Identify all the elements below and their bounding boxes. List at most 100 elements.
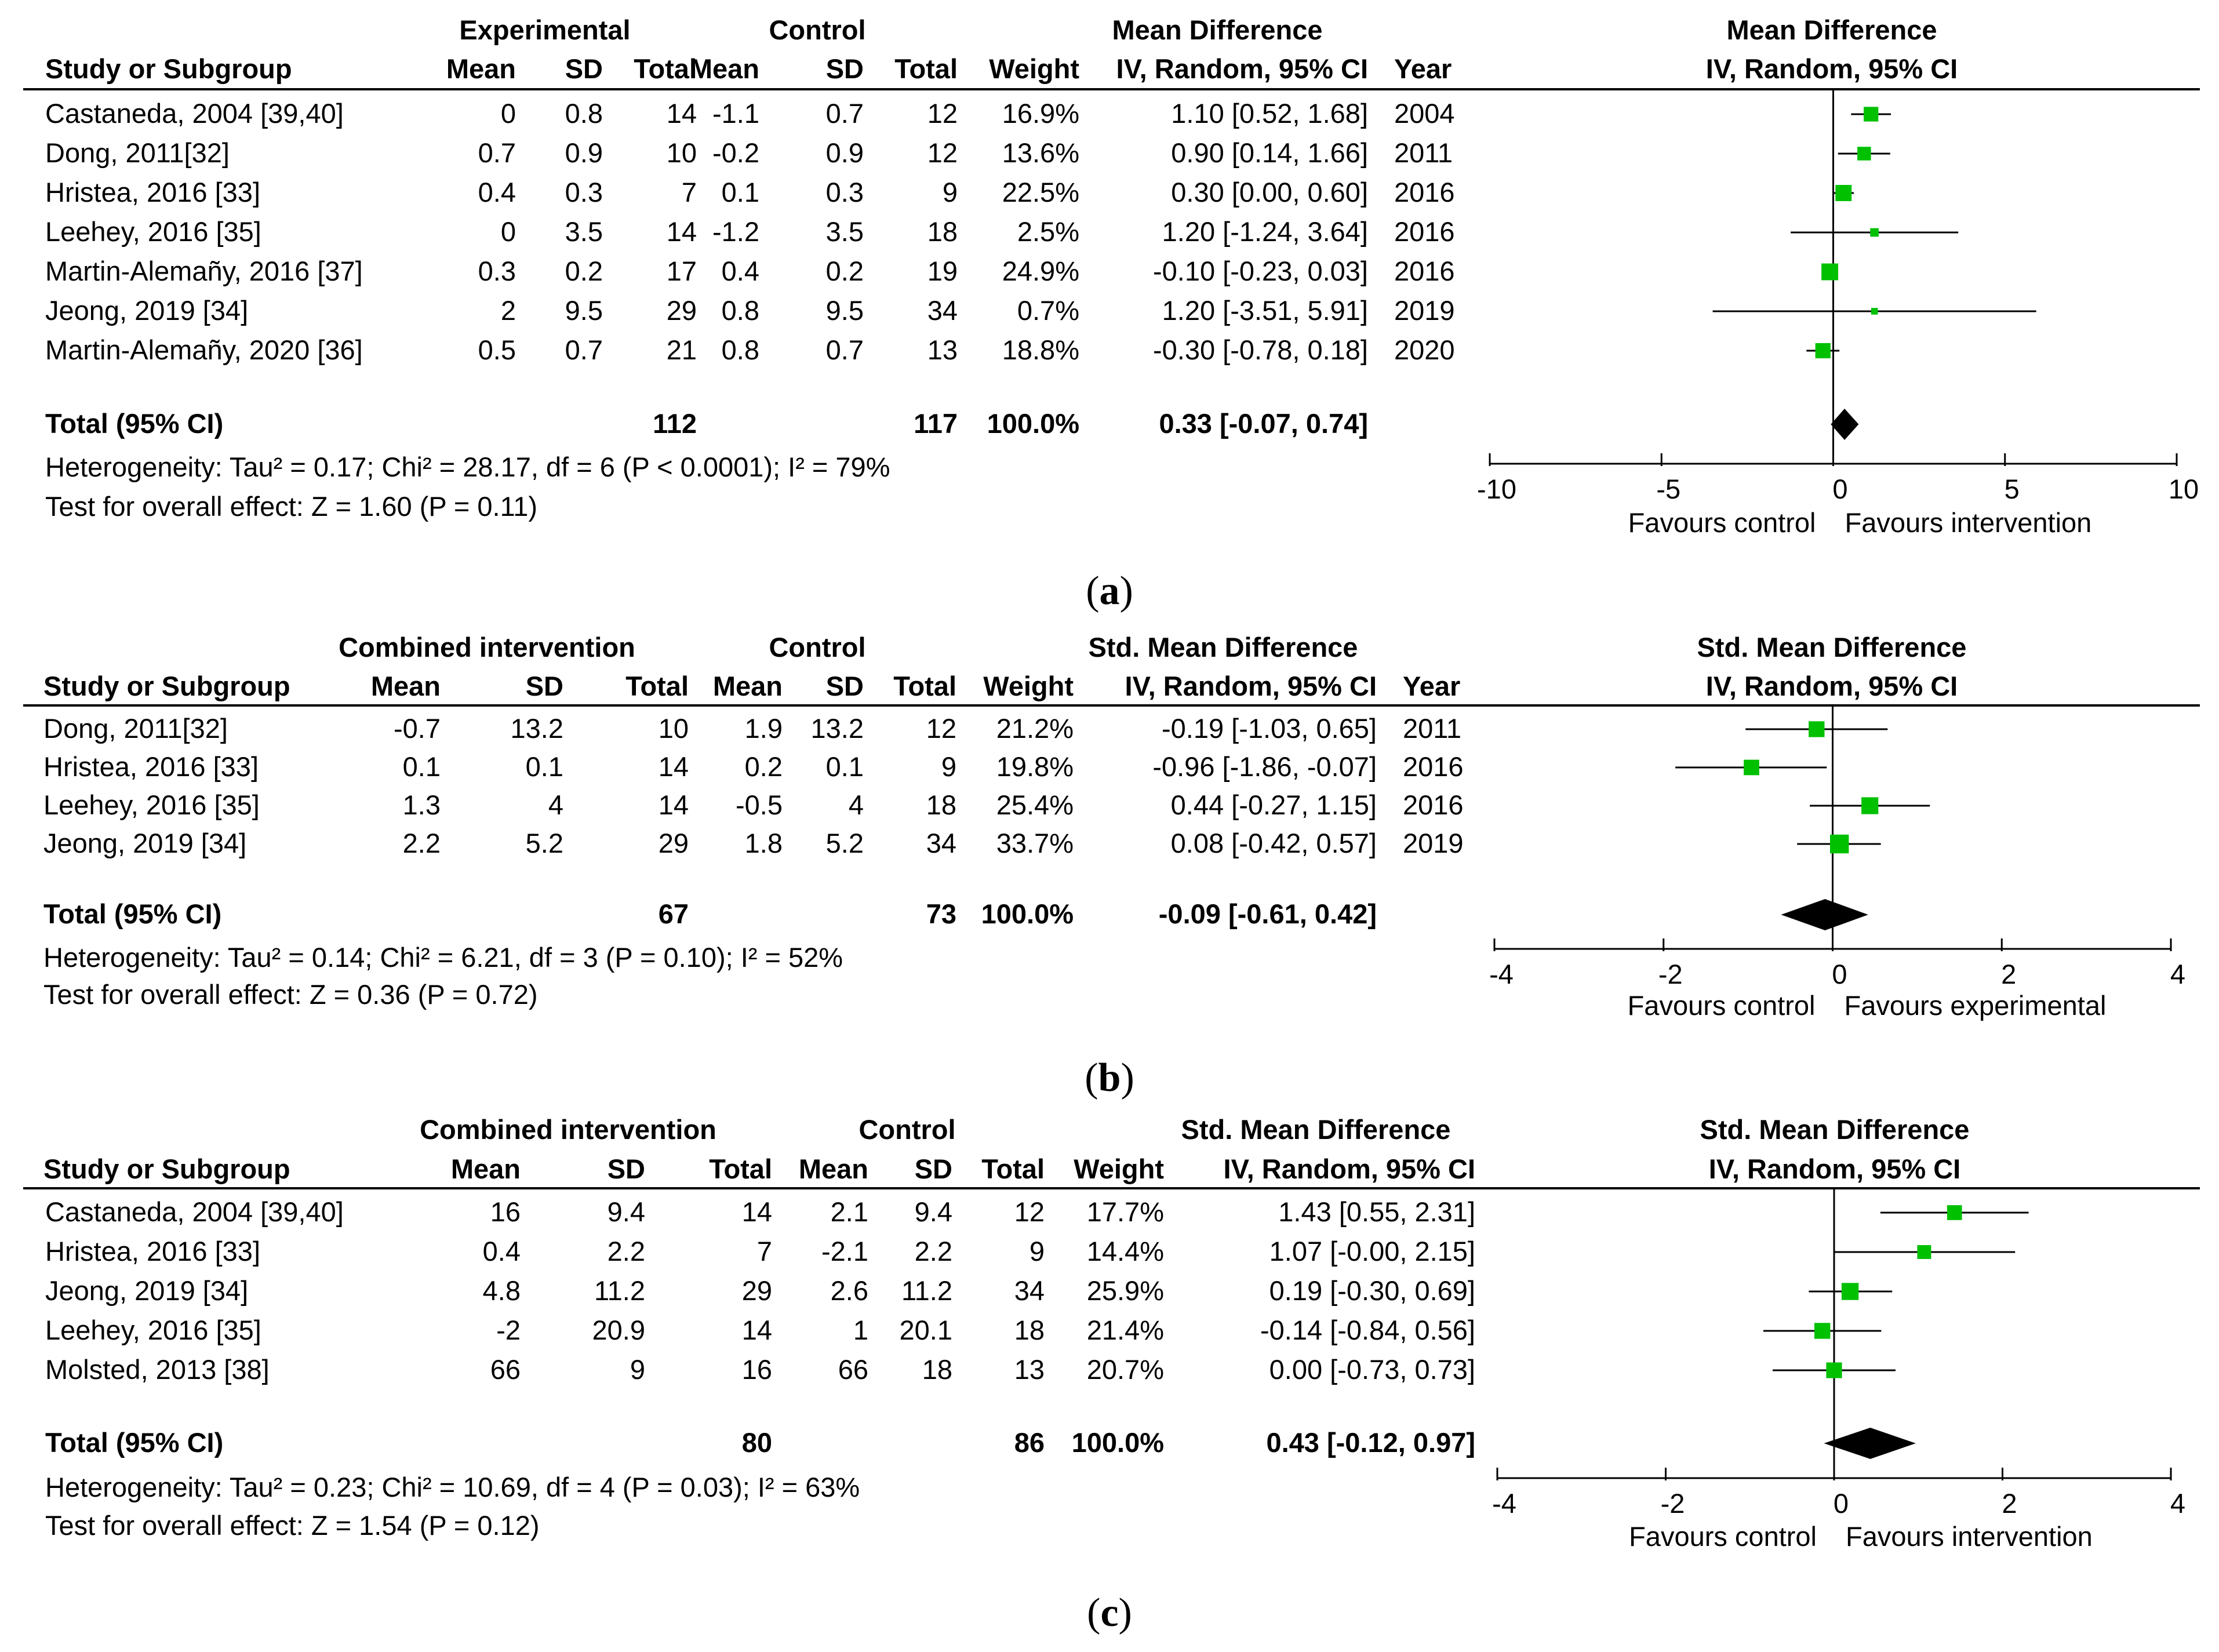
row-exp-total: 10: [658, 713, 689, 744]
row-ci: 1.10 [0.52, 1.68]: [1171, 98, 1368, 129]
row-exp-sd: 0.2: [565, 256, 603, 286]
row-ci: -0.10 [-0.23, 0.03]: [1152, 256, 1368, 286]
row-ctl-total: 34: [927, 295, 958, 326]
row-exp-sd: 4: [548, 789, 563, 820]
row-year: 2004: [1394, 98, 1455, 129]
effect-marker: [1870, 228, 1879, 237]
overall-effect: Test for overall effect: Z = 0.36 (P = 0…: [43, 979, 538, 1010]
row-ctl-sd: 0.9: [825, 137, 864, 168]
row-study: Leehey, 2016 [35]: [45, 216, 261, 247]
row-ctl-total: 19: [927, 256, 958, 286]
row-exp-mean: 0.1: [402, 751, 441, 782]
row-exp-mean: 0.4: [478, 177, 516, 208]
group-control: Control: [859, 1114, 956, 1145]
caption-b: (b): [1085, 1056, 1134, 1100]
row-ctl-sd: 9.4: [914, 1196, 952, 1227]
row-exp-total: 29: [658, 828, 689, 858]
pooled-diamond: [1781, 899, 1868, 930]
row-study: Castaneda, 2004 [39,40]: [45, 98, 344, 129]
header-ctl-total: Total: [893, 671, 956, 701]
row-study: Hristea, 2016 [33]: [45, 177, 260, 208]
header-rule: [23, 1187, 2200, 1189]
x-tick-label: -10: [1477, 474, 1516, 504]
row-ctl-mean: 66: [838, 1354, 868, 1385]
total-exp: 112: [653, 408, 697, 439]
favours-right-label: Favours intervention: [1845, 507, 2092, 538]
row-exp-sd: 5.2: [525, 828, 563, 858]
row-ctl-total: 12: [927, 98, 958, 129]
favours-right-label: Favours experimental: [1845, 990, 2107, 1021]
x-tick-label: 4: [2170, 1488, 2185, 1519]
header-rule: [23, 704, 2200, 707]
row-exp-total: 14: [741, 1196, 772, 1227]
row-study: Leehey, 2016 [35]: [45, 1315, 261, 1345]
row-ctl-mean: 0.4: [721, 256, 759, 286]
row-exp-sd: 3.5: [565, 216, 603, 247]
header-year: Year: [1403, 671, 1461, 701]
row-ctl-mean: 1.8: [744, 828, 783, 858]
group-plot: Std. Mean Difference: [1700, 1114, 1970, 1145]
total-weight: 100.0%: [1071, 1427, 1164, 1458]
row-weight: 19.8%: [996, 751, 1074, 782]
row-exp-sd: 0.1: [525, 751, 563, 782]
total-ci: -0.09 [-0.61, 0.42]: [1158, 898, 1377, 929]
panel-c: Combined intervention Control Std. Mean …: [0, 1104, 2219, 1652]
header-ctl-sd: SD: [825, 53, 864, 84]
x-tick-label: -4: [1489, 959, 1514, 989]
effect-marker: [1841, 1283, 1859, 1300]
row-ci: 0.19 [-0.30, 0.69]: [1269, 1275, 1475, 1306]
total-label: Total (95% CI): [45, 408, 224, 439]
header-exp-sd: SD: [565, 53, 603, 84]
row-ctl-total: 12: [1014, 1196, 1045, 1227]
x-tick-label: -5: [1656, 474, 1680, 504]
row-weight: 25.9%: [1086, 1275, 1164, 1306]
row-ci: 1.20 [-3.51, 5.91]: [1162, 295, 1368, 326]
group-control: Control: [769, 14, 866, 45]
row-ctl-total: 34: [926, 828, 956, 858]
pooled-diamond: [1831, 409, 1859, 440]
row-ctl-sd: 20.1: [899, 1315, 952, 1345]
effect-marker: [1917, 1245, 1931, 1259]
row-exp-total: 14: [658, 751, 689, 782]
row-ctl-sd: 0.3: [825, 177, 864, 208]
group-effect: Std. Mean Difference: [1181, 1114, 1451, 1145]
header-weight: Weight: [989, 53, 1079, 84]
row-ctl-mean: 2.6: [830, 1275, 868, 1306]
header-exp-total: Total: [709, 1154, 772, 1184]
header-study: Study or Subgroup: [45, 53, 292, 84]
row-exp-mean: 0.3: [478, 256, 516, 286]
effect-marker: [1815, 343, 1831, 359]
header-year: Year: [1394, 53, 1452, 84]
row-ctl-mean: -0.5: [736, 789, 783, 820]
row-exp-mean: 16: [490, 1196, 521, 1227]
row-exp-total: 7: [681, 177, 697, 208]
row-weight: 21.2%: [996, 713, 1074, 744]
header-exp-mean: Mean: [450, 1154, 521, 1184]
header-ci: IV, Random, 95% CI: [1125, 671, 1377, 701]
row-exp-total: 29: [666, 295, 697, 326]
row-study: Hristea, 2016 [33]: [45, 1236, 260, 1267]
row-exp-total: 29: [741, 1275, 772, 1306]
group-plot: Std. Mean Difference: [1697, 632, 1967, 663]
row-exp-sd: 9.5: [565, 295, 603, 326]
x-tick-label: 0: [1832, 959, 1847, 989]
effect-marker: [1871, 308, 1878, 315]
row-ctl-mean: 2.1: [830, 1196, 868, 1227]
row-exp-total: 14: [658, 789, 689, 820]
row-ctl-sd: 0.1: [825, 751, 864, 782]
group-effect: Mean Difference: [1112, 14, 1323, 45]
effect-marker: [1809, 721, 1825, 737]
row-exp-sd: 9.4: [607, 1196, 645, 1227]
row-ctl-sd: 4: [848, 789, 864, 820]
row-exp-sd: 0.9: [565, 137, 603, 168]
row-ctl-sd: 0.2: [825, 256, 864, 286]
x-tick-label: 2: [2001, 959, 2016, 989]
effect-marker: [1826, 1362, 1842, 1378]
row-exp-mean: 0.7: [478, 137, 516, 168]
row-ctl-sd: 0.7: [825, 98, 864, 129]
caption-a: (a): [1086, 569, 1133, 613]
row-ctl-total: 34: [1014, 1275, 1045, 1306]
x-tick-label: -4: [1492, 1488, 1516, 1519]
row-study: Martin-Alemañy, 2016 [37]: [45, 256, 363, 286]
row-exp-total: 21: [666, 334, 697, 365]
